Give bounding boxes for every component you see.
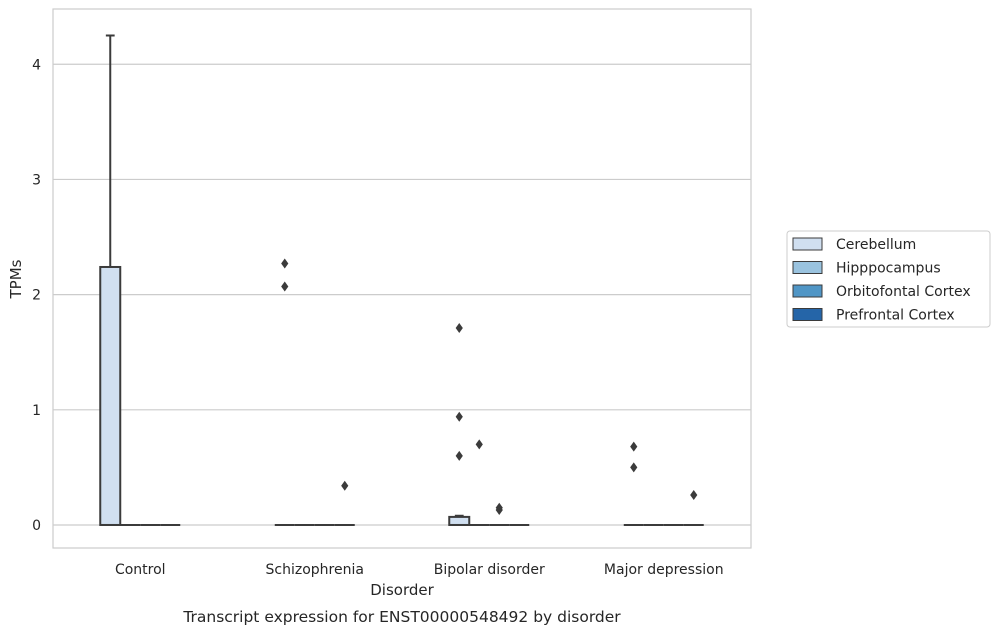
x-tick-label: Schizophrenia	[266, 562, 364, 578]
box-body	[448, 515, 471, 526]
y-axis-label: TPMs	[7, 259, 25, 299]
x-tick-label: Control	[115, 562, 166, 578]
outlier-point	[455, 323, 463, 334]
legend-label: Prefrontal Cortex	[836, 308, 955, 324]
y-tick-label: 4	[32, 57, 41, 73]
legend-label: Orbitofontal Cortex	[836, 284, 971, 300]
legend-items: Cerebellum Hipppocampus Orbitofontal Corte…	[792, 237, 971, 324]
legend-swatch	[792, 284, 823, 298]
legend-label: Hipppocampus	[836, 261, 941, 277]
chart-caption: Transcript expression for ENST0000054849…	[182, 608, 621, 626]
outlier-point	[630, 441, 638, 452]
legend-swatch	[792, 237, 823, 251]
x-axis-ticks: Control Schizophrenia Bipolar disorder Majo…	[115, 562, 724, 578]
outlier-point	[455, 450, 463, 461]
y-axis-ticks: 0 1 2 3 4	[32, 57, 41, 534]
outliers	[281, 258, 698, 515]
outlier-point	[630, 462, 638, 473]
x-tick-label: Bipolar disorder	[434, 562, 545, 578]
legend-swatch	[792, 308, 823, 321]
box-control-cerebellum	[99, 34, 122, 526]
y-tick-label: 3	[32, 172, 41, 188]
outlier-point	[281, 281, 289, 292]
legend-swatch	[792, 261, 823, 274]
outlier-point	[690, 490, 698, 501]
outlier-point	[475, 439, 483, 450]
outlier-point	[495, 504, 503, 515]
y-tick-label: 0	[32, 518, 41, 534]
y-tick-label: 1	[32, 403, 41, 419]
outlier-point	[341, 480, 349, 491]
legend-label: Cerebellum	[836, 237, 916, 253]
outlier-point	[455, 411, 463, 422]
box-body	[99, 265, 122, 526]
box-bipolar-disorder-cerebellum	[448, 514, 471, 526]
x-tick-label: Major depression	[604, 562, 724, 578]
boxes	[99, 34, 704, 526]
outlier-point	[281, 258, 289, 269]
gridlines	[53, 63, 751, 526]
y-tick-label: 2	[32, 288, 41, 304]
x-axis-label: Disorder	[370, 581, 434, 599]
legend: Cerebellum Hipppocampus Orbitofontal Corte…	[786, 230, 991, 328]
legend-frame	[786, 230, 991, 328]
plot-area-frame	[52, 8, 752, 549]
